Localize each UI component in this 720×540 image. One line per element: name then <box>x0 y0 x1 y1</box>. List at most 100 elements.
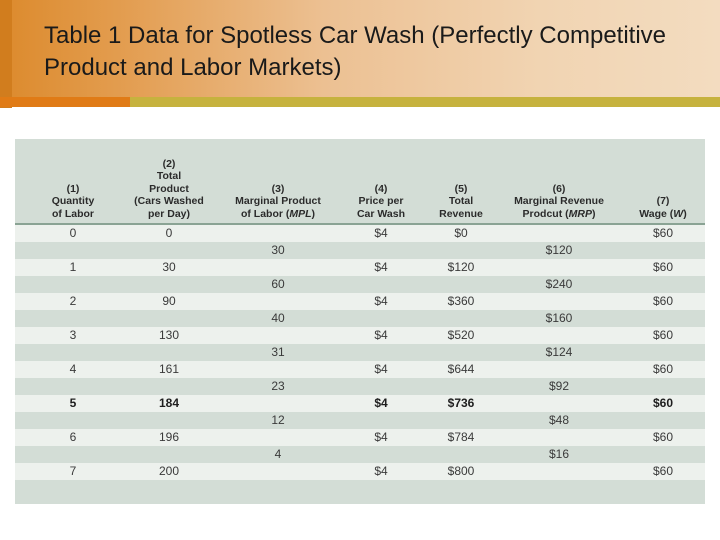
cell-quantity-of-labor: 6 <box>69 430 77 444</box>
header-col-3-number: (3) <box>271 182 285 195</box>
header-col-4: (4) Price per Car Wash <box>341 183 421 224</box>
cell-marginal-revenue-product: $120 <box>545 243 573 257</box>
cell-price: $4 <box>374 226 388 240</box>
marginal-row: 12 $48 <box>15 412 705 429</box>
header-col-5: (5) Total Revenue <box>421 183 501 224</box>
cell-total-revenue: $360 <box>447 294 475 308</box>
cell-marginal-product: 23 <box>271 379 285 393</box>
header-col-4-number: (4) <box>374 182 388 195</box>
banner-edge-accent <box>0 0 12 108</box>
cell-total-revenue: $644 <box>447 362 475 376</box>
header-col-1-number: (1) <box>66 182 80 195</box>
cell-price: $4 <box>374 294 388 308</box>
cell-marginal-product: 40 <box>271 311 285 325</box>
cell-marginal-revenue-product: $16 <box>548 447 570 461</box>
header-col-3-label: Marginal Product of Labor (MPL) <box>235 195 321 220</box>
cell-wage: $60 <box>652 260 674 274</box>
marginal-row: 23 $92 <box>15 378 705 395</box>
cell-quantity-of-labor: 5 <box>69 396 77 410</box>
cell-total-revenue: $784 <box>447 430 475 444</box>
cell-wage: $60 <box>652 328 674 342</box>
title-underline <box>0 97 720 107</box>
cell-price: $4 <box>374 430 388 444</box>
header-col-1: (1) Quantity of Labor <box>33 183 113 224</box>
header-col-6-number: (6) <box>552 182 566 195</box>
underline-orange-segment <box>0 97 130 107</box>
cell-total-product: 161 <box>158 362 180 376</box>
cell-wage: $60 <box>652 464 674 478</box>
header-col-6: (6) Marginal Revenue Prodcut (MRP) <box>501 183 617 224</box>
cell-quantity-of-labor: 1 <box>69 260 77 274</box>
cell-total-product: 130 <box>158 328 180 342</box>
cell-total-revenue: $120 <box>447 260 475 274</box>
cell-wage: $60 <box>652 226 674 240</box>
cell-total-product: 90 <box>162 294 176 308</box>
title-banner <box>0 0 720 98</box>
table-row: 2 90 $4 $360 $60 <box>15 293 705 310</box>
cell-price: $4 <box>374 396 388 410</box>
header-col-7: (7) Wage (W) <box>627 195 699 223</box>
header-col-2: (2) Total Product (Cars Washed per Day) <box>119 158 219 224</box>
cell-total-revenue: $736 <box>447 396 475 410</box>
page-title: Table 1 Data for Spotless Car Wash (Perf… <box>44 22 667 81</box>
cell-quantity-of-labor: 3 <box>69 328 77 342</box>
cell-total-revenue: $800 <box>447 464 475 478</box>
header-col-2-number: (2) <box>162 157 176 170</box>
cell-total-product: 30 <box>162 260 176 274</box>
marginal-row: 30 $120 <box>15 242 705 259</box>
cell-marginal-product: 30 <box>271 243 285 257</box>
table-row: 0 0 $4 $0 $60 <box>15 225 705 242</box>
cell-wage: $60 <box>652 362 674 376</box>
cell-wage: $60 <box>652 396 674 410</box>
table-row: 1 30 $4 $120 $60 <box>15 259 705 276</box>
cell-total-product: 184 <box>158 396 180 410</box>
table-row: 6 196 $4 $784 $60 <box>15 429 705 446</box>
header-col-5-number: (5) <box>454 182 468 195</box>
cell-total-product: 196 <box>158 430 180 444</box>
marginal-row: 40 $160 <box>15 310 705 327</box>
cell-price: $4 <box>374 328 388 342</box>
data-table: (1) Quantity of Labor (2) Total Product (Ca… <box>15 139 705 504</box>
cell-marginal-revenue-product: $48 <box>548 413 570 427</box>
marginal-row <box>15 480 705 497</box>
cell-price: $4 <box>374 464 388 478</box>
cell-price: $4 <box>374 362 388 376</box>
cell-quantity-of-labor: 4 <box>69 362 77 376</box>
cell-quantity-of-labor: 7 <box>69 464 77 478</box>
underline-olive-segment <box>130 97 720 107</box>
marginal-row: 31 $124 <box>15 344 705 361</box>
cell-marginal-revenue-product: $240 <box>545 277 573 291</box>
cell-marginal-product: 31 <box>271 345 285 359</box>
cell-wage: $60 <box>652 430 674 444</box>
cell-wage: $60 <box>652 294 674 308</box>
header-col-7-number: (7) <box>656 195 670 207</box>
cell-total-product: 200 <box>158 464 180 478</box>
table-row: 3 130 $4 $520 $60 <box>15 327 705 344</box>
cell-total-revenue: $520 <box>447 328 475 342</box>
marginal-row: 60 $240 <box>15 276 705 293</box>
cell-marginal-revenue-product: $160 <box>545 311 573 325</box>
table-row: 5 184 $4 $736 $60 <box>15 395 705 412</box>
cell-marginal-revenue-product: $124 <box>545 345 573 359</box>
header-divider <box>15 223 705 225</box>
header-col-7-label: Wage (W) <box>639 207 687 220</box>
cell-marginal-product: 12 <box>271 413 285 427</box>
marginal-row: 4 $16 <box>15 446 705 463</box>
header-col-2-label: Total Product (Cars Washed per Day) <box>134 170 204 220</box>
table-body: 0 0 $4 $0 $60 30 $120 1 30 $4 $120 $60 60 $240 2 90 $4 $3… <box>15 225 705 504</box>
cell-total-revenue: $0 <box>454 226 468 240</box>
table-row: 7 200 $4 $800 $60 <box>15 463 705 480</box>
cell-marginal-product: 60 <box>271 277 285 291</box>
cell-quantity-of-labor: 0 <box>69 226 77 240</box>
header-col-4-label: Price per Car Wash <box>356 195 406 220</box>
header-col-1-label: Quantity of Labor <box>51 195 95 220</box>
table-header-row: (1) Quantity of Labor (2) Total Product (Ca… <box>15 139 705 223</box>
cell-marginal-revenue-product: $92 <box>548 379 570 393</box>
cell-marginal-product: 4 <box>274 447 282 461</box>
cell-total-product: 0 <box>165 226 173 240</box>
cell-quantity-of-labor: 2 <box>69 294 77 308</box>
header-col-6-label: Marginal Revenue Prodcut (MRP) <box>514 195 604 220</box>
header-col-5-label: Total Revenue <box>439 195 483 220</box>
cell-price: $4 <box>374 260 388 274</box>
table-row: 4 161 $4 $644 $60 <box>15 361 705 378</box>
